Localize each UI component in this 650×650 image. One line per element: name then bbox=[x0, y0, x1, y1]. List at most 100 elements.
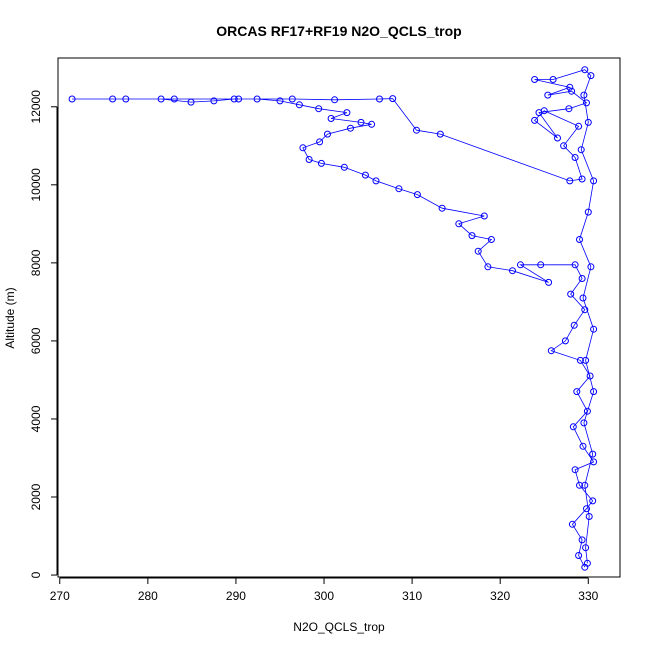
data-point bbox=[582, 544, 590, 552]
x-axis-label: N2O_QCLS_trop bbox=[293, 620, 385, 634]
data-point bbox=[210, 97, 218, 105]
data-point bbox=[535, 109, 543, 117]
data-point bbox=[436, 130, 444, 138]
data-point bbox=[580, 419, 588, 427]
data-point bbox=[583, 407, 591, 415]
x-tick-label: 330 bbox=[578, 589, 598, 603]
data-point bbox=[376, 95, 383, 103]
data-point bbox=[549, 76, 557, 83]
data-point bbox=[575, 122, 583, 130]
data-point bbox=[589, 497, 597, 505]
data-point bbox=[187, 98, 195, 106]
data-point bbox=[583, 505, 590, 513]
data-point bbox=[577, 146, 585, 154]
data-point bbox=[347, 124, 354, 132]
data-point bbox=[531, 116, 539, 124]
data-point bbox=[276, 97, 284, 105]
data-point bbox=[583, 559, 591, 567]
data-point bbox=[575, 552, 583, 559]
data-point bbox=[589, 450, 597, 458]
data-point bbox=[573, 388, 581, 396]
data-point bbox=[544, 91, 552, 99]
data-point bbox=[581, 66, 589, 74]
y-tick-label: 12000 bbox=[29, 90, 43, 124]
chart-title: ORCAS RF17+RF19 N2O_QCLS_trop bbox=[216, 23, 461, 39]
data-point bbox=[571, 154, 579, 161]
data-point bbox=[413, 126, 420, 134]
y-tick-label: 4000 bbox=[29, 405, 43, 432]
data-point bbox=[170, 95, 178, 103]
x-tick-label: 300 bbox=[314, 589, 334, 603]
data-point bbox=[578, 175, 586, 183]
y-axis-label: Altitude (m) bbox=[3, 287, 17, 348]
data-point bbox=[474, 247, 482, 255]
data-point bbox=[68, 95, 76, 103]
data-point bbox=[253, 95, 261, 103]
data-point bbox=[438, 204, 446, 212]
data-point bbox=[584, 118, 592, 126]
data-point bbox=[576, 356, 584, 364]
data-point bbox=[581, 481, 589, 489]
data-point bbox=[571, 261, 579, 269]
data-point bbox=[109, 95, 117, 103]
plot-area bbox=[68, 66, 598, 571]
data-point bbox=[565, 105, 573, 113]
data-point bbox=[299, 144, 307, 152]
data-point bbox=[545, 278, 553, 286]
data-point bbox=[561, 337, 569, 345]
data-point bbox=[331, 96, 339, 104]
data-point bbox=[517, 261, 524, 269]
plot-frame bbox=[57, 57, 621, 578]
data-point bbox=[576, 481, 583, 489]
data-point bbox=[487, 236, 495, 243]
data-point bbox=[560, 142, 568, 150]
data-point bbox=[579, 294, 587, 302]
data-point bbox=[288, 95, 296, 103]
data-point bbox=[468, 232, 476, 240]
data-point bbox=[455, 220, 463, 228]
data-point bbox=[361, 171, 369, 179]
y-tick-label: 2000 bbox=[29, 483, 43, 510]
data-point bbox=[568, 87, 576, 95]
data-point bbox=[586, 372, 594, 380]
x-tick-label: 320 bbox=[490, 589, 510, 603]
data-point bbox=[568, 520, 576, 528]
x-tick-label: 310 bbox=[402, 589, 422, 603]
y-axis: 0 2000 4000 6000 8000 10000 12000 bbox=[29, 90, 58, 578]
data-point bbox=[343, 109, 351, 117]
data-point bbox=[480, 212, 488, 220]
data-point bbox=[327, 115, 335, 122]
data-point bbox=[368, 120, 376, 128]
y-tick-label: 0 bbox=[29, 571, 43, 578]
data-point bbox=[157, 95, 165, 103]
x-tick-label: 280 bbox=[138, 589, 158, 603]
data-point bbox=[413, 191, 421, 199]
data-point bbox=[324, 130, 331, 138]
x-tick-label: 270 bbox=[50, 589, 70, 603]
series-line bbox=[72, 69, 595, 568]
data-point bbox=[585, 513, 593, 520]
y-tick-label: 6000 bbox=[29, 327, 43, 354]
data-point bbox=[569, 423, 577, 431]
data-point bbox=[317, 159, 325, 167]
data-point bbox=[509, 267, 516, 275]
data-point bbox=[389, 95, 397, 103]
data-point bbox=[357, 118, 365, 126]
data-point bbox=[295, 101, 303, 109]
data-point bbox=[583, 99, 590, 107]
data-point bbox=[566, 83, 574, 91]
data-point bbox=[580, 91, 588, 99]
data-point bbox=[578, 536, 586, 544]
data-point bbox=[340, 163, 348, 171]
data-point bbox=[230, 95, 238, 103]
data-point bbox=[567, 290, 575, 298]
data-point bbox=[547, 347, 555, 355]
data-point bbox=[590, 177, 598, 185]
data-point bbox=[590, 458, 598, 466]
data-point bbox=[566, 177, 574, 185]
data-point bbox=[537, 261, 545, 269]
data-point bbox=[590, 388, 598, 396]
data-point bbox=[305, 156, 313, 163]
data-point bbox=[235, 95, 243, 103]
